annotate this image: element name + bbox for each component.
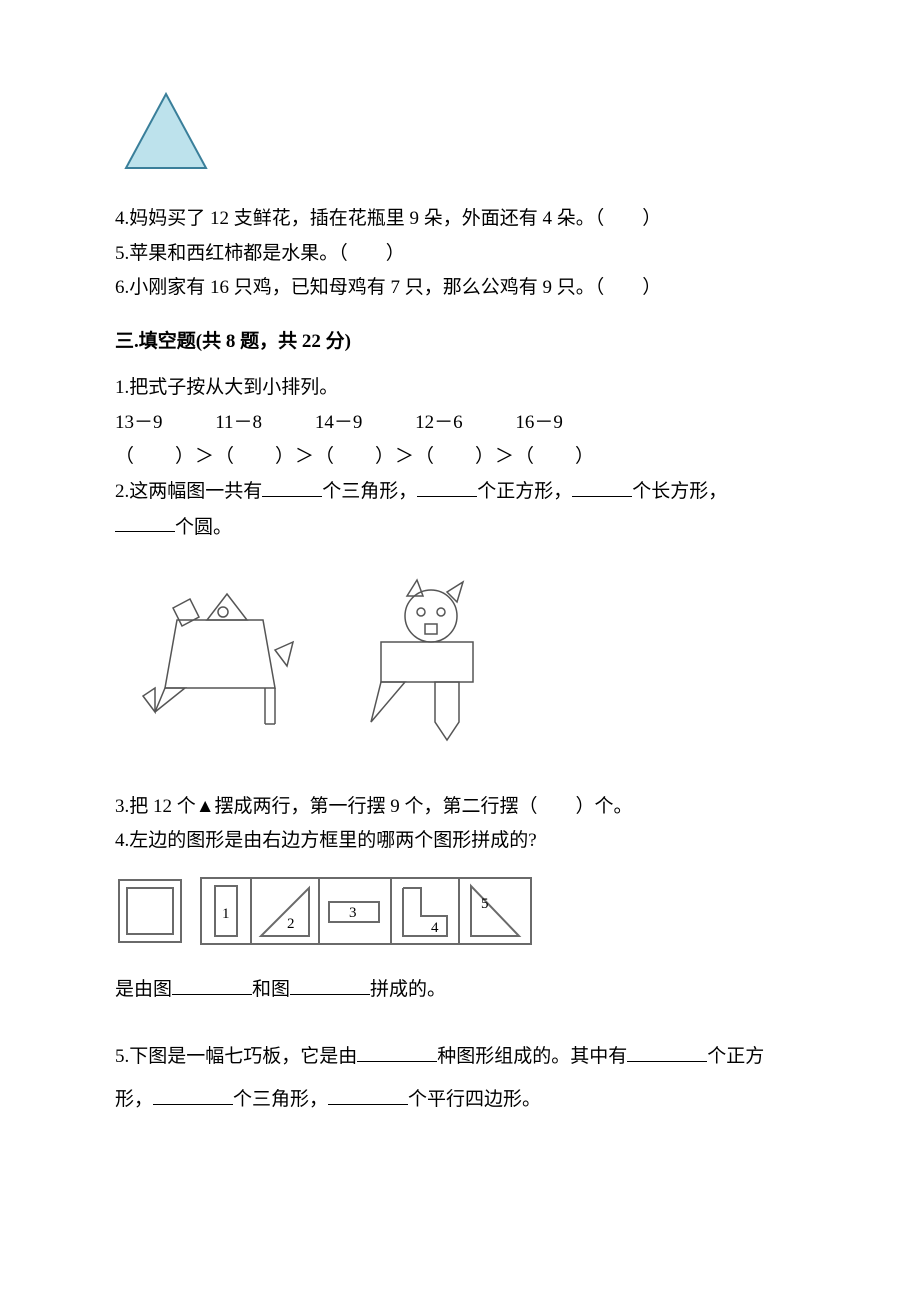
q2-b: 个正方形， xyxy=(477,481,572,502)
section-3-title: 三.填空题(共 8 题，共 22 分) xyxy=(115,326,805,358)
fill-q4: 4.左边的图形是由右边方框里的哪两个图形拼成的? xyxy=(115,825,805,857)
expr-3: 14－9 xyxy=(315,407,363,439)
q2-c: 个长方形， xyxy=(632,481,727,502)
q5-d: 形， xyxy=(115,1089,153,1110)
judgment-q5: 5.苹果和西红柿都是水果。（ ） xyxy=(115,238,805,270)
q5-c: 个正方 xyxy=(707,1046,764,1067)
animals-svg xyxy=(115,572,535,752)
q2-pre: 2.这两幅图一共有 xyxy=(115,481,262,502)
q5-f: 个平行四边形。 xyxy=(408,1089,541,1110)
shapes-row: 1 2 3 4 5 xyxy=(115,872,805,963)
expr-1: 13－9 xyxy=(115,407,163,439)
blank xyxy=(572,475,632,497)
blank xyxy=(357,1040,437,1062)
q4-ans-a: 是由图 xyxy=(115,979,172,1000)
fill-q2: 2.这两幅图一共有 个三角形， 个正方形， 个长方形， xyxy=(115,475,805,508)
svg-text:1: 1 xyxy=(222,906,230,922)
fill-q5-line2: 形， 个三角形， 个平行四边形。 xyxy=(115,1083,805,1116)
expr-5: 16－9 xyxy=(515,407,563,439)
fill-q3: 3.把 12 个▲摆成两行，第一行摆 9 个，第二行摆（ ）个。 xyxy=(115,791,805,823)
svg-text:4: 4 xyxy=(431,920,439,936)
document-page: 4.妈妈买了 12 支鲜花，插在花瓶里 9 朵，外面还有 4 朵。（ ） 5.苹… xyxy=(0,0,920,1179)
blank xyxy=(328,1083,408,1105)
blank xyxy=(262,475,322,497)
fill-q1-exprs: 13－9 11－8 14－9 12－6 16－9 xyxy=(115,407,805,439)
fill-q5-line1: 5.下图是一幅七巧板，它是由 种图形组成的。其中有 个正方 xyxy=(115,1040,805,1073)
fill-q1-line1: 1.把式子按从大到小排列。 xyxy=(115,372,805,404)
blank xyxy=(627,1040,707,1062)
blank xyxy=(115,511,175,533)
expr-2: 11－8 xyxy=(215,407,262,439)
blank xyxy=(153,1083,233,1105)
blank xyxy=(417,475,477,497)
q5-b: 种图形组成的。其中有 xyxy=(437,1046,627,1067)
fill-q2-line2: 个圆。 xyxy=(115,511,805,544)
blank xyxy=(290,973,370,995)
q5-e: 个三角形， xyxy=(233,1089,328,1110)
expr-4: 12－6 xyxy=(415,407,463,439)
fill-q4-answer: 是由图 和图 拼成的。 xyxy=(115,973,805,1006)
q2-a: 个三角形， xyxy=(322,481,417,502)
shapes-svg: 1 2 3 4 5 xyxy=(115,872,545,952)
judgment-q4: 4.妈妈买了 12 支鲜花，插在花瓶里 9 朵，外面还有 4 朵。（ ） xyxy=(115,203,805,235)
triangle-svg xyxy=(118,90,214,174)
q4-ans-b: 和图 xyxy=(252,979,290,1000)
svg-text:5: 5 xyxy=(481,896,489,912)
judgment-q6: 6.小刚家有 16 只鸡，已知母鸡有 7 只，那么公鸡有 9 只。（ ） xyxy=(115,272,805,304)
svg-text:3: 3 xyxy=(349,905,357,921)
triangle-figure xyxy=(118,90,805,185)
q2-d: 个圆。 xyxy=(175,516,232,537)
q5-a: 5.下图是一幅七巧板，它是由 xyxy=(115,1046,357,1067)
blank xyxy=(172,973,252,995)
svg-text:2: 2 xyxy=(287,916,295,932)
animal-figures xyxy=(115,572,805,763)
spacer xyxy=(115,1008,805,1038)
q4-ans-c: 拼成的。 xyxy=(370,979,446,1000)
fill-q1-compare: （ ）＞（ ）＞（ ）＞（ ）＞（ ） xyxy=(115,441,805,473)
